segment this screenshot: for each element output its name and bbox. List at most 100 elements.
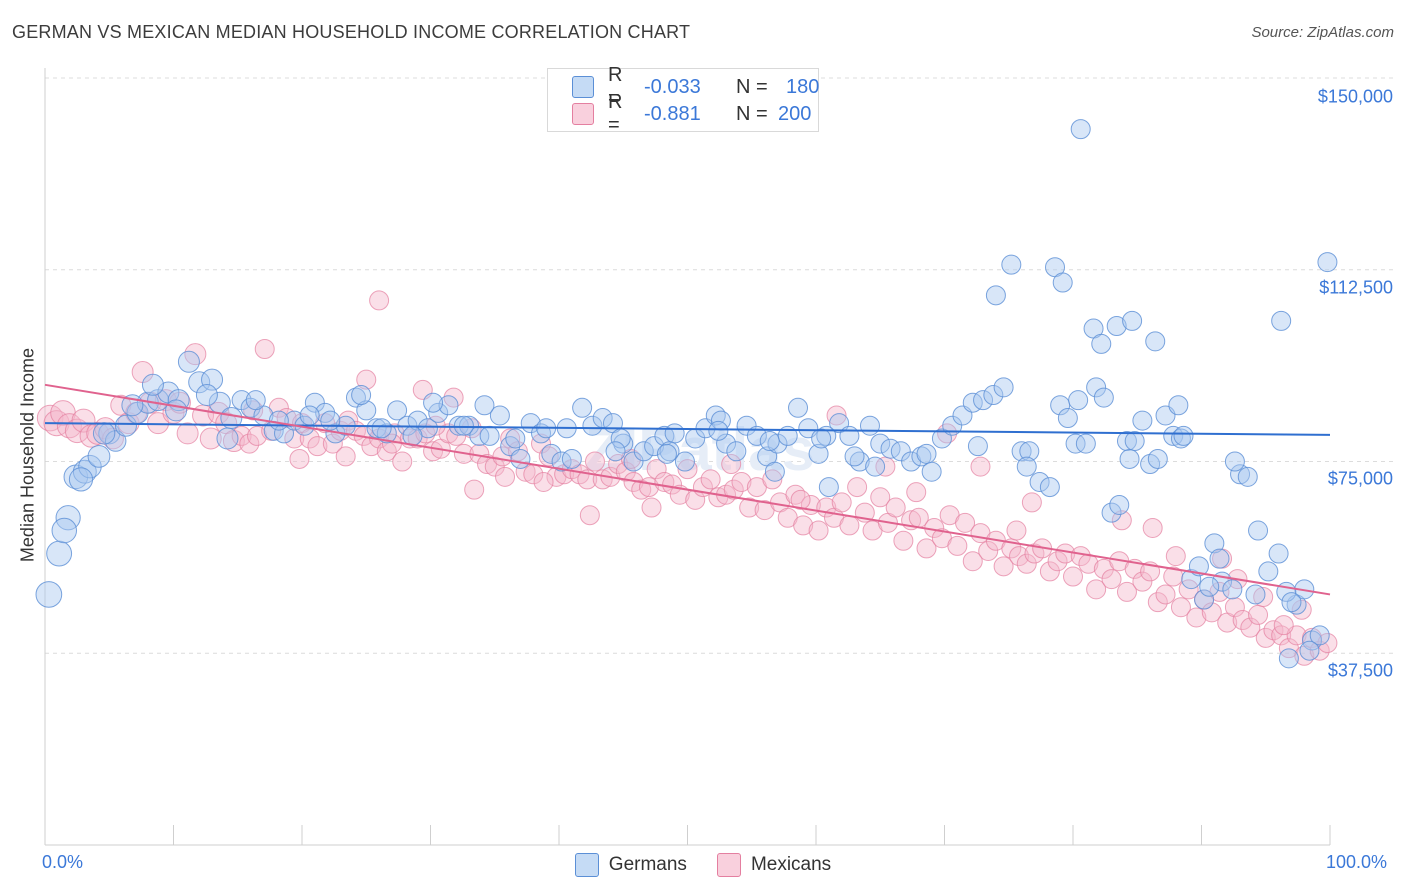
german-point xyxy=(474,395,495,416)
mexican-point xyxy=(1006,520,1027,541)
german-point xyxy=(505,428,526,449)
y-tick-label: $150,000 xyxy=(1317,86,1393,107)
mexican-point xyxy=(893,530,914,551)
german-point xyxy=(656,443,677,464)
r-label: R = xyxy=(608,64,623,109)
german-point xyxy=(299,405,320,426)
german-point xyxy=(428,402,449,423)
german-point xyxy=(304,392,325,413)
german-point xyxy=(479,425,500,446)
german-point xyxy=(808,443,829,464)
legend-item-mexicans[interactable]: Mexicans xyxy=(716,853,831,877)
german-point xyxy=(387,400,408,421)
legend-item-germans[interactable]: Germans xyxy=(574,853,687,877)
german-point xyxy=(613,433,634,454)
german-point xyxy=(1011,441,1032,462)
german-point xyxy=(423,392,444,413)
mexican-point xyxy=(176,422,199,445)
german-point xyxy=(664,423,685,444)
mexican-point xyxy=(1170,597,1191,618)
legend-row-germans: R = -0.033 N = 180 xyxy=(572,64,820,109)
german-point xyxy=(674,451,695,472)
german-point xyxy=(1258,561,1279,582)
german-point xyxy=(1222,579,1243,600)
mexican-point xyxy=(808,520,829,541)
german-point xyxy=(68,467,94,492)
mexican-point xyxy=(356,369,377,390)
mexican-point xyxy=(955,512,976,533)
n-value: 180 xyxy=(786,75,820,98)
german-point xyxy=(1271,310,1292,331)
mexican-point xyxy=(831,492,852,513)
mexican-point xyxy=(1253,587,1274,608)
mexican-point xyxy=(199,427,222,450)
r-label: R = xyxy=(608,91,623,136)
german-point xyxy=(1119,448,1140,469)
mexican-point xyxy=(1132,571,1153,592)
german-point xyxy=(572,397,593,418)
x-tick-label-min: 0.0% xyxy=(42,852,84,872)
german-point xyxy=(1001,254,1022,275)
german-point xyxy=(1194,589,1215,610)
german-point xyxy=(859,415,880,436)
german-point xyxy=(1268,543,1289,564)
mexican-point xyxy=(970,456,991,477)
mexican-point xyxy=(762,469,783,490)
german-point xyxy=(356,400,377,421)
german-point xyxy=(114,414,137,437)
mexican-point xyxy=(1142,517,1163,538)
german-point xyxy=(1281,592,1302,613)
mexican-point xyxy=(239,433,260,454)
mexican-point xyxy=(1021,492,1042,513)
mexican-point xyxy=(500,428,521,449)
german-point xyxy=(1181,569,1202,590)
german-point xyxy=(993,377,1014,398)
german-point xyxy=(1091,333,1112,354)
mexican-point xyxy=(584,451,605,472)
german-point xyxy=(1093,387,1114,408)
mexican-point xyxy=(231,425,252,446)
mexican-point xyxy=(335,446,356,467)
mexican-point xyxy=(993,556,1014,577)
mexican-point xyxy=(538,446,559,467)
german-swatch xyxy=(574,853,599,877)
mexican-point xyxy=(289,448,310,469)
german-point xyxy=(726,441,747,462)
mexican-point xyxy=(464,479,485,500)
german-point xyxy=(985,285,1006,306)
mexican-point xyxy=(962,551,983,572)
german-point xyxy=(402,425,423,446)
mexican-point xyxy=(415,423,436,444)
german-point xyxy=(916,443,937,464)
german-point xyxy=(1124,431,1145,452)
german-point xyxy=(453,415,474,436)
german-point xyxy=(438,395,459,416)
mexican-point xyxy=(1163,566,1184,587)
german-point xyxy=(1145,331,1166,352)
mexican-point xyxy=(615,461,636,482)
mexican-point xyxy=(826,405,847,426)
mexican-point xyxy=(700,469,721,490)
mexican-point xyxy=(1039,561,1060,582)
mexican-point xyxy=(1155,584,1176,605)
german-point xyxy=(1204,533,1225,554)
german-point xyxy=(911,446,932,467)
german-point xyxy=(510,448,531,469)
mexican-point xyxy=(739,497,760,518)
german-point xyxy=(351,385,372,406)
german-point xyxy=(51,517,78,544)
mexican-point xyxy=(608,454,629,475)
mexican-point xyxy=(369,290,390,311)
mexican-point xyxy=(646,459,667,480)
r-value: -0.033 xyxy=(644,75,701,98)
german-point xyxy=(1163,425,1184,446)
german-point xyxy=(921,461,942,482)
german-point xyxy=(623,451,644,472)
mexican-point xyxy=(392,451,413,472)
german-point xyxy=(633,441,654,462)
german-point xyxy=(1016,456,1037,477)
mexican-point xyxy=(631,479,652,500)
y-tick-label: $75,000 xyxy=(1327,468,1393,489)
german-point xyxy=(1173,425,1194,446)
